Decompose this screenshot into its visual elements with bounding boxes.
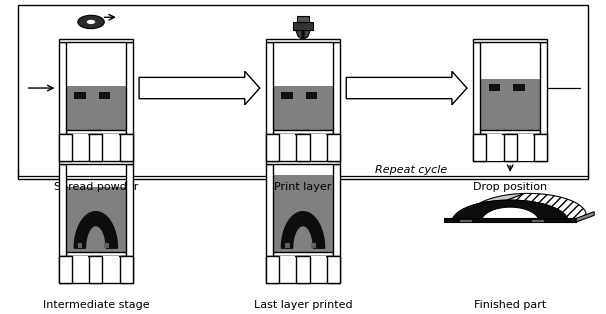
Polygon shape: [139, 71, 260, 105]
Bar: [273, 130, 333, 134]
Bar: [59, 134, 72, 161]
Bar: [279, 256, 295, 282]
Bar: [281, 92, 293, 99]
Bar: [273, 252, 333, 256]
Bar: [296, 256, 310, 283]
Bar: [540, 42, 547, 134]
Bar: [306, 92, 318, 99]
Circle shape: [301, 34, 305, 36]
Bar: [104, 243, 109, 248]
Bar: [59, 39, 133, 42]
Bar: [120, 256, 133, 283]
Bar: [266, 39, 340, 42]
Circle shape: [301, 36, 305, 38]
Bar: [102, 256, 119, 282]
Bar: [480, 130, 540, 134]
Bar: [444, 218, 576, 222]
Bar: [59, 164, 66, 256]
Bar: [66, 86, 126, 134]
Bar: [266, 256, 340, 283]
Bar: [327, 134, 340, 161]
Bar: [293, 22, 313, 30]
Bar: [72, 256, 88, 282]
Bar: [296, 134, 310, 161]
Bar: [18, 5, 588, 179]
Bar: [473, 42, 480, 134]
Bar: [310, 256, 326, 282]
Bar: [266, 42, 273, 134]
Bar: [126, 42, 133, 134]
Bar: [89, 256, 102, 283]
Bar: [102, 134, 119, 160]
Bar: [99, 92, 110, 99]
Circle shape: [301, 31, 305, 33]
Text: Drop position: Drop position: [473, 182, 547, 192]
Text: Spread powder: Spread powder: [54, 182, 138, 192]
Bar: [266, 164, 273, 256]
Circle shape: [301, 35, 305, 37]
Bar: [273, 175, 333, 256]
Bar: [311, 243, 316, 248]
Bar: [279, 134, 295, 160]
Bar: [59, 160, 133, 164]
Bar: [488, 84, 500, 91]
Circle shape: [87, 20, 95, 24]
Polygon shape: [346, 71, 467, 105]
Bar: [327, 256, 340, 283]
Text: Print layer: Print layer: [275, 182, 331, 192]
Text: Last layer printed: Last layer printed: [254, 300, 352, 310]
Bar: [266, 160, 340, 164]
Polygon shape: [281, 212, 325, 248]
Text: Intermediate stage: Intermediate stage: [42, 300, 149, 310]
Bar: [333, 164, 340, 256]
Text: Finished part: Finished part: [474, 300, 546, 310]
Bar: [66, 252, 126, 256]
Polygon shape: [74, 212, 118, 248]
Polygon shape: [296, 30, 310, 40]
Bar: [126, 164, 133, 256]
Bar: [459, 219, 472, 222]
Polygon shape: [452, 200, 568, 222]
Bar: [333, 42, 340, 134]
Bar: [72, 134, 88, 160]
Bar: [531, 219, 544, 222]
Bar: [59, 256, 72, 283]
Polygon shape: [576, 212, 594, 222]
Bar: [266, 134, 279, 161]
Bar: [266, 134, 340, 161]
Bar: [273, 86, 333, 134]
Polygon shape: [452, 193, 525, 222]
Bar: [66, 130, 126, 134]
Circle shape: [78, 15, 104, 29]
Bar: [486, 134, 502, 160]
Bar: [473, 134, 547, 161]
Bar: [285, 243, 290, 248]
Bar: [74, 92, 85, 99]
Polygon shape: [507, 193, 586, 222]
Bar: [59, 42, 66, 134]
Bar: [89, 134, 102, 161]
Bar: [78, 243, 82, 248]
Bar: [310, 134, 326, 160]
Circle shape: [301, 32, 305, 34]
Bar: [534, 134, 547, 161]
Bar: [59, 256, 133, 283]
Text: Repeat cycle: Repeat cycle: [375, 165, 447, 175]
Bar: [120, 134, 133, 161]
Bar: [66, 187, 126, 256]
Bar: [473, 134, 486, 161]
Bar: [504, 134, 517, 161]
Bar: [480, 79, 540, 134]
Bar: [266, 256, 279, 283]
Bar: [513, 84, 525, 91]
Bar: [517, 134, 533, 160]
Bar: [59, 134, 133, 161]
Bar: [473, 39, 547, 42]
Bar: [297, 16, 309, 22]
